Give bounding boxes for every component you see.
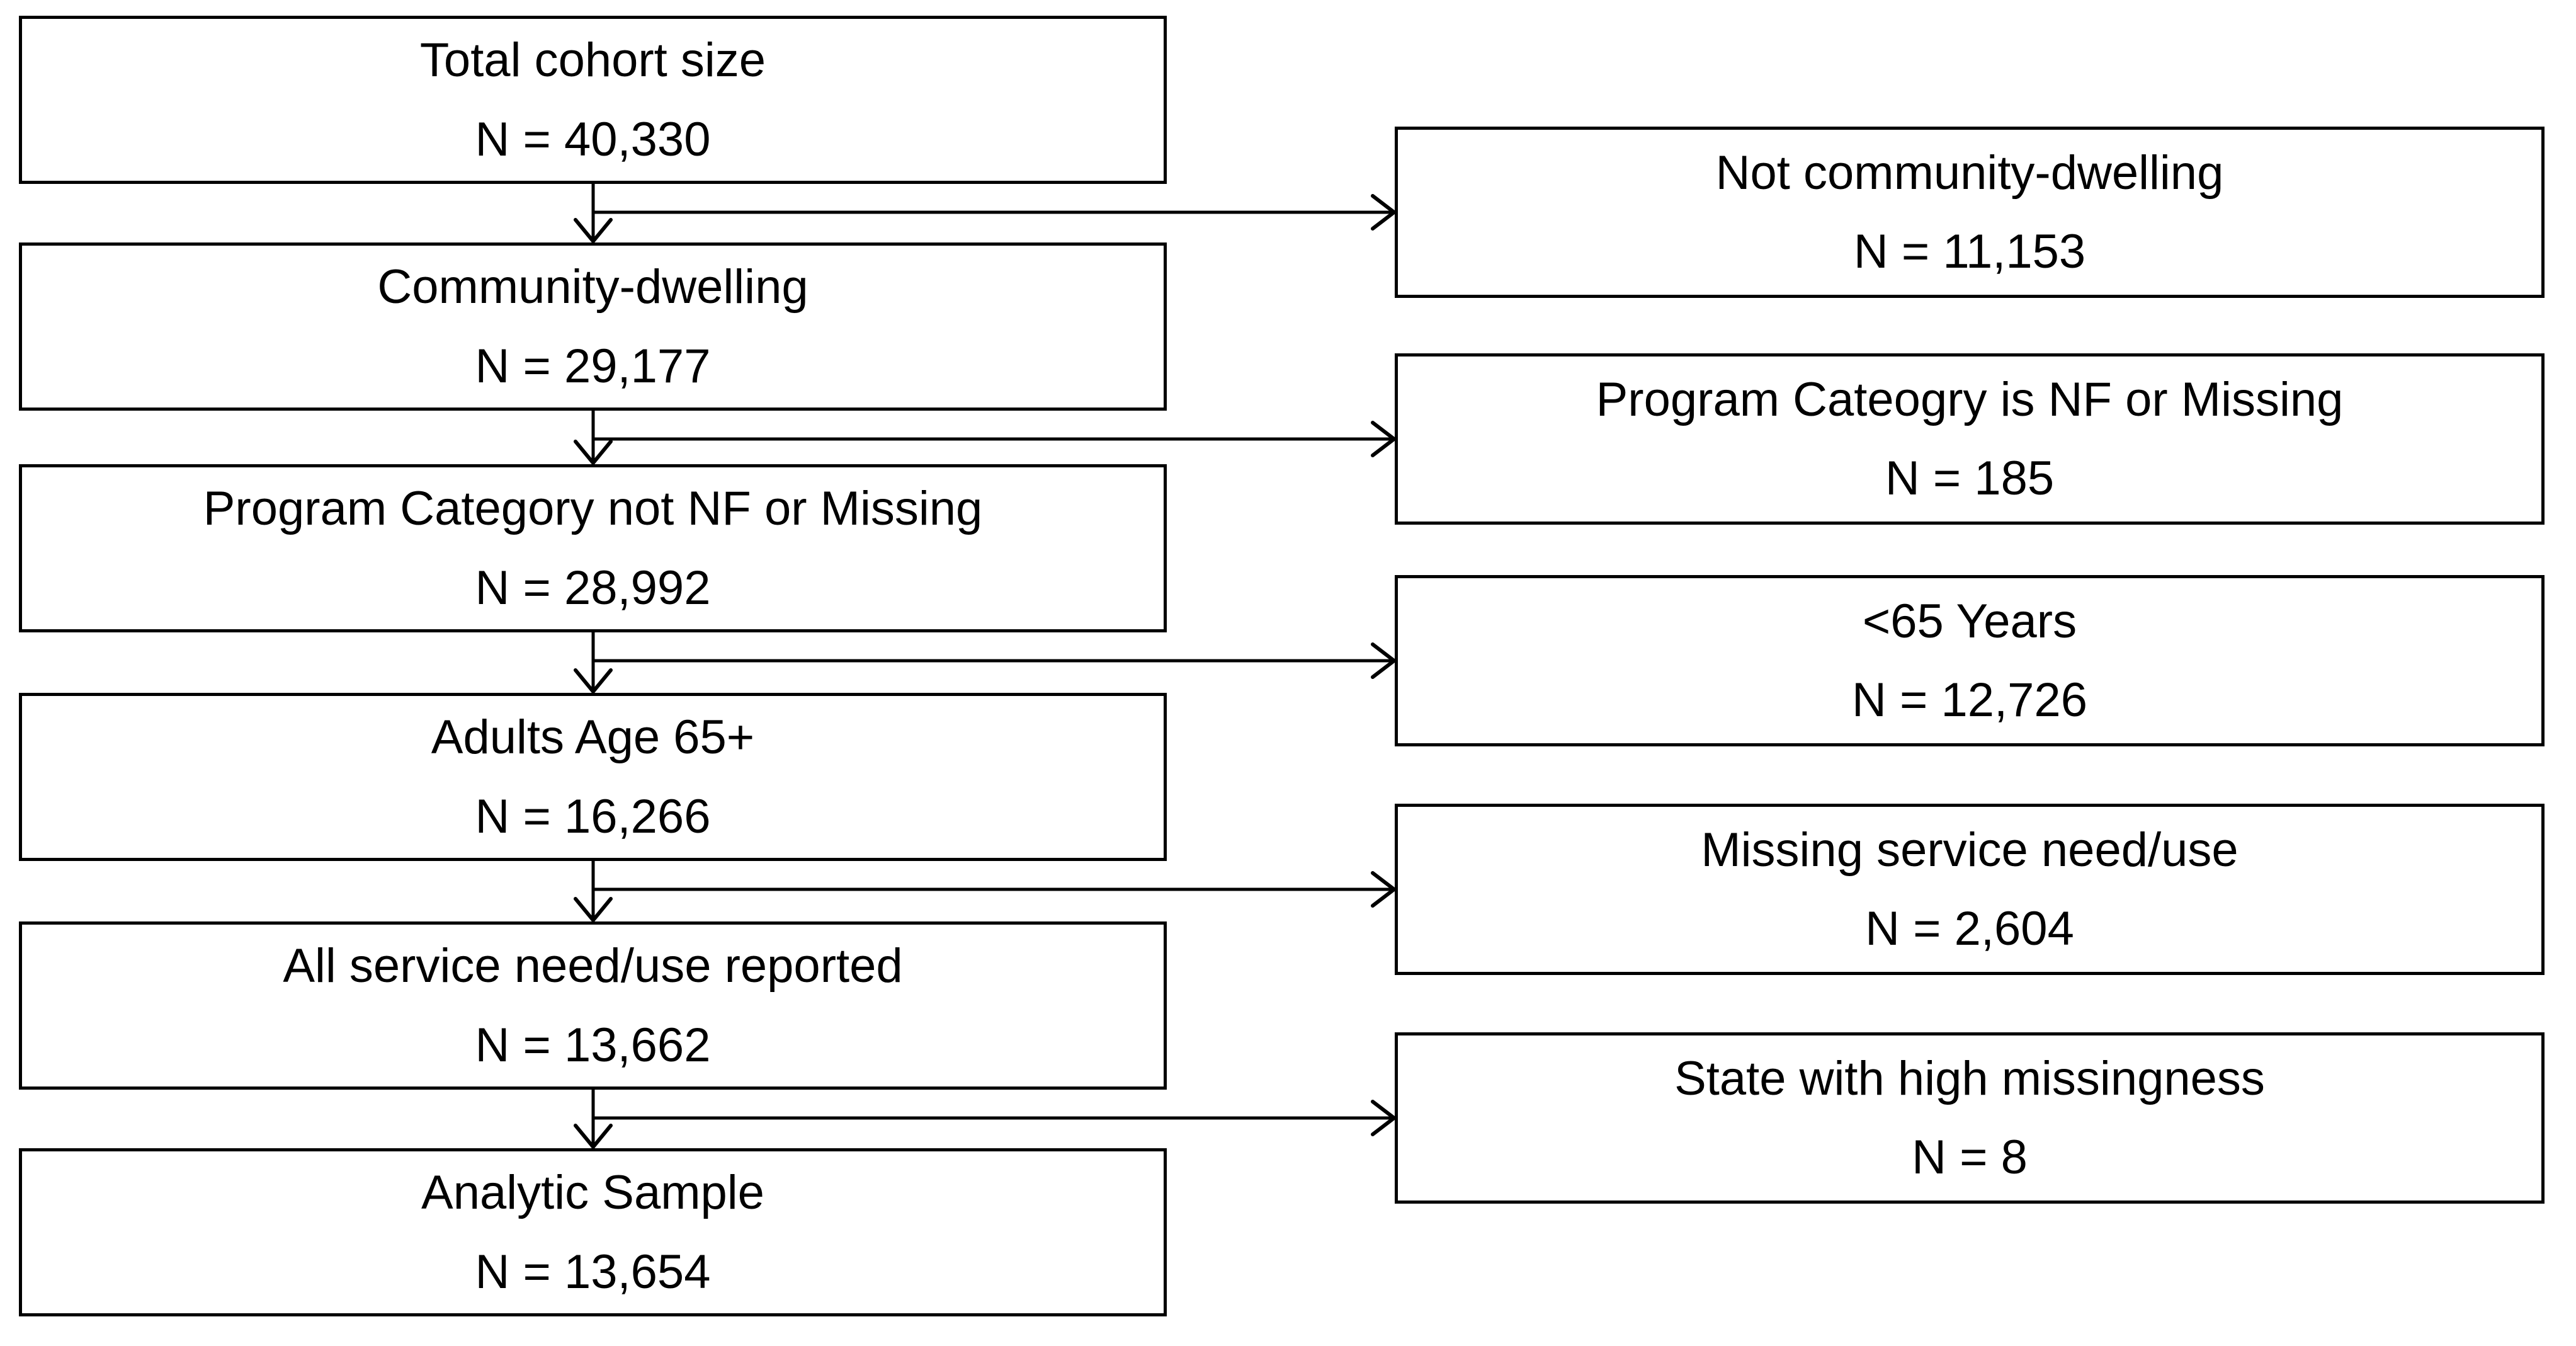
box-count: N = 13,662 [475, 1018, 711, 1072]
right-arrow-icon [1371, 421, 1396, 457]
box-label: Missing service need/use [1701, 823, 2238, 877]
box-label: Adults Age 65+ [431, 710, 755, 765]
right-arrow-icon [1371, 642, 1396, 679]
box-count: N = 40,330 [475, 112, 711, 166]
box-analytic-sample: Analytic Sample N = 13,654 [19, 1148, 1167, 1316]
down-arrow-icon [574, 440, 613, 465]
box-label: Community-dwelling [377, 260, 809, 314]
box-count: N = 16,266 [475, 789, 711, 843]
box-count: N = 185 [1885, 452, 2055, 505]
box-label: All service need/use reported [283, 939, 903, 993]
box-total-cohort: Total cohort size N = 40,330 [19, 16, 1167, 184]
box-count: N = 28,992 [475, 561, 711, 615]
box-not-community-dwelling: Not community-dwelling N = 11,153 [1395, 127, 2545, 298]
box-program-category-nf-missing: Program Cateogry is NF or Missing N = 18… [1395, 353, 2545, 525]
box-count: N = 29,177 [475, 339, 711, 393]
down-arrow-icon [574, 1124, 613, 1149]
box-label: <65 Years [1862, 594, 2077, 648]
box-service-need-reported: All service need/use reported N = 13,662 [19, 921, 1167, 1090]
box-count: N = 12,726 [1852, 673, 2087, 727]
box-label: State with high missingness [1674, 1051, 2265, 1105]
down-arrow-icon [574, 668, 613, 693]
box-state-high-missingness: State with high missingness N = 8 [1395, 1032, 2545, 1204]
down-arrow-icon [574, 218, 613, 243]
right-arrow-icon [1371, 194, 1396, 231]
right-arrow-icon [1371, 871, 1396, 908]
connector-row-2 [574, 411, 1396, 465]
box-adults-65plus: Adults Age 65+ N = 16,266 [19, 693, 1167, 861]
box-program-category-not-nf: Program Category not NF or Missing N = 2… [19, 464, 1167, 632]
box-under-65-years: <65 Years N = 12,726 [1395, 575, 2545, 746]
box-label: Program Category not NF or Missing [203, 482, 983, 536]
box-label: Not community-dwelling [1715, 145, 2224, 200]
connector-row-4 [574, 861, 1396, 922]
right-arrow-icon [1371, 1100, 1396, 1136]
box-community-dwelling: Community-dwelling N = 29,177 [19, 242, 1167, 411]
box-label: Program Cateogry is NF or Missing [1596, 372, 2344, 426]
connector-row-5 [574, 1090, 1396, 1149]
box-missing-service-need: Missing service need/use N = 2,604 [1395, 804, 2545, 975]
box-count: N = 8 [1912, 1131, 2028, 1184]
connector-row-3 [574, 632, 1396, 693]
box-label: Total cohort size [419, 33, 766, 88]
box-count: N = 13,654 [475, 1245, 711, 1299]
box-label: Analytic Sample [421, 1166, 764, 1220]
box-count: N = 11,153 [1853, 225, 2086, 278]
down-arrow-icon [574, 897, 613, 922]
box-count: N = 2,604 [1865, 902, 2074, 955]
connector-row-1 [574, 184, 1396, 243]
